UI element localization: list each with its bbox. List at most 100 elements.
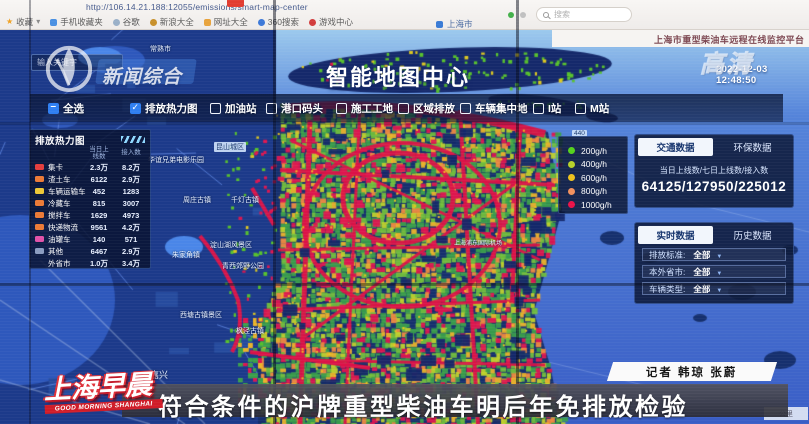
bookmark-sina[interactable]: 新浪大全: [149, 16, 194, 28]
truck-icon: [35, 224, 44, 230]
vehicle-data-panel: 实时数据 历史数据 排放标准:全部 本外省市:全部 车辆类型:全部: [634, 222, 794, 304]
checkbox-icon[interactable]: [210, 103, 221, 114]
bookmarks-bar: ★ 收藏 ▾ 手机收藏夹 谷歌 新浪大全 网址大全 360搜索 游戏中心: [6, 16, 353, 28]
truck-icon: [35, 248, 44, 254]
dropdown-vehicle-type[interactable]: 车辆类型: 全部: [642, 282, 786, 295]
search-icon: [543, 11, 549, 18]
address-bar[interactable]: http://106.14.21.188:12055/emissions/sma…: [86, 2, 308, 12]
map-label: 华谊兄弟电影乐园: [148, 157, 204, 164]
map-label: 枫泾古镇: [236, 328, 264, 335]
checkbox-icon[interactable]: [266, 103, 277, 114]
wall-bezel: [29, 0, 31, 424]
filter-port-dock[interactable]: 港口码头: [266, 101, 323, 116]
news-ticker: 符合条件的沪牌重型柴油车明后年免排放检验: [122, 384, 788, 421]
browser-red-badge-icon: [227, 0, 244, 7]
filter-i-station[interactable]: I站: [533, 101, 561, 116]
browser-search[interactable]: 搜索: [536, 7, 632, 22]
browser-chrome: http://106.14.21.188:12055/emissions/sma…: [0, 0, 809, 30]
headline-text: 符合条件的沪牌重型柴油车明后年免排放检验: [158, 394, 688, 421]
heat-panel-title: 排放热力图: [35, 135, 86, 147]
filter-construction-site[interactable]: 施工工地: [336, 101, 393, 116]
site-icon: [112, 18, 120, 26]
chevron-down-icon: [716, 267, 722, 277]
status-dot-icon: [520, 12, 526, 18]
dropdown-emission-standard[interactable]: 排放标准: 全部: [642, 248, 786, 261]
legend-item: 1000g/h: [568, 200, 618, 210]
map-label: 嘉兴: [150, 370, 169, 380]
map-label: 青西郊野公园: [222, 263, 264, 270]
bookmark-mobile-folder[interactable]: 手机收藏夹: [50, 16, 103, 28]
heat-row-mixer[interactable]: 搅拌车 1629 4973: [35, 209, 145, 221]
checkbox-icon[interactable]: [460, 103, 471, 114]
wall-bezel: [0, 122, 809, 125]
filter-vehicle-cluster[interactable]: 车辆集中地: [460, 101, 528, 116]
map-label: 朱家角镇: [172, 252, 200, 259]
browser-chrome-extension: [552, 30, 809, 47]
site-icon: [203, 18, 211, 26]
heat-row-other[interactable]: 其他 6467 2.9万: [35, 245, 145, 257]
site-icon: [149, 18, 157, 26]
legend-dot-icon: [568, 160, 575, 168]
truck-icon: [35, 164, 44, 170]
bookmark-favorites[interactable]: ★ 收藏 ▾: [6, 17, 41, 27]
map-label: 千灯古镇: [231, 197, 259, 204]
heat-row-tanker[interactable]: 油罐车 140 571: [35, 233, 145, 245]
map-label: 昆山城区: [214, 142, 246, 152]
map-label: 西塘古镇景区: [180, 312, 222, 319]
bookmark-gamecenter[interactable]: 游戏中心: [308, 16, 353, 28]
heat-row-reefer[interactable]: 冷藏车 815 3007: [35, 197, 145, 209]
legend-item: 200g/h: [568, 146, 618, 156]
chevron-down-icon: [716, 250, 722, 260]
stv-magnolia-logo-icon: [45, 45, 93, 93]
checkbox-icon[interactable]: [48, 101, 59, 114]
checkbox-icon[interactable]: [130, 102, 141, 114]
wall-bezel: [0, 283, 809, 286]
reporter-credit: 记者 韩琼 张蔚: [606, 362, 778, 381]
stripes-deco-icon: [121, 136, 145, 143]
tab-traffic-data[interactable]: 交通数据: [638, 138, 713, 156]
map-label: 淀山湖风景区: [210, 242, 252, 249]
star-icon: ★: [6, 17, 14, 26]
browser-search-placeholder: 搜索: [554, 10, 570, 19]
heat-row-express[interactable]: 快递物流 9561 4.2万: [35, 221, 145, 233]
datetime-display: 2022-12-03 12:48:50: [716, 64, 768, 86]
heat-row-zhatuche[interactable]: 渣土车 6122 2.9万: [35, 173, 145, 185]
checkbox-icon[interactable]: [398, 103, 409, 114]
tab-history-data[interactable]: 历史数据: [733, 231, 772, 242]
filter-region-emission[interactable]: 区域排放: [398, 101, 455, 116]
tab-environment-data[interactable]: 环保数据: [733, 143, 772, 154]
bookmark-navsite[interactable]: 网址大全: [203, 16, 248, 28]
truck-icon: [35, 212, 44, 218]
folder-icon: [50, 18, 58, 26]
checkbox-icon[interactable]: [533, 103, 544, 114]
filter-gas-station[interactable]: 加油站: [210, 101, 257, 116]
layer-filter-bar: 全选 排放热力图 加油站 港口码头 施工工地 区域排放 车辆集中地 I站 M站: [30, 94, 783, 122]
legend-dot-icon: [568, 174, 575, 181]
dropdown-province[interactable]: 本外省市: 全部: [642, 265, 786, 278]
filter-m-station[interactable]: M站: [575, 101, 609, 116]
bookmark-360search[interactable]: 360搜索: [257, 16, 299, 28]
emission-heatmap-panel: 排放热力图 当日上 线数 接入数 集卡 2.3万 8.2万 渣土车 6122 2.9万 车…: [29, 129, 151, 269]
checkbox-icon[interactable]: [336, 103, 347, 114]
heat-row-outprovince[interactable]: 外省市 1.0万 3.4万: [48, 258, 140, 268]
heat-row-jika[interactable]: 集卡 2.3万 8.2万: [35, 161, 145, 173]
emission-legend: 200g/h 400g/h 600g/h 800g/h 1000g/h: [558, 136, 628, 214]
legend-dot-icon: [568, 187, 575, 195]
metric-label: 当日上线数/七日上线数/接入数: [659, 166, 769, 175]
legend-dot-icon: [568, 201, 575, 208]
tab-realtime-data[interactable]: 实时数据: [638, 226, 713, 244]
traffic-data-panel: 交通数据 环保数据 当日上线数/七日上线数/接入数 64125/127950/2…: [634, 134, 794, 208]
bookmark-shanghai[interactable]: 上海市: [436, 18, 473, 30]
show-logo-cn: 上海早晨: [43, 369, 153, 406]
heat-row-carrier[interactable]: 车辆运输车 452 1283: [35, 185, 145, 197]
map-label: 常熟市: [150, 46, 171, 53]
filter-select-all[interactable]: 全选: [48, 101, 84, 116]
truck-icon: [35, 188, 44, 194]
filter-emission-heatmap[interactable]: 排放热力图: [130, 101, 198, 116]
site-icon: [436, 20, 443, 28]
checkbox-icon[interactable]: [575, 103, 586, 114]
wall-bezel: [516, 0, 519, 424]
wall-bezel: [273, 0, 276, 424]
bookmark-google[interactable]: 谷歌: [112, 16, 140, 28]
legend-item: 600g/h: [568, 173, 618, 183]
